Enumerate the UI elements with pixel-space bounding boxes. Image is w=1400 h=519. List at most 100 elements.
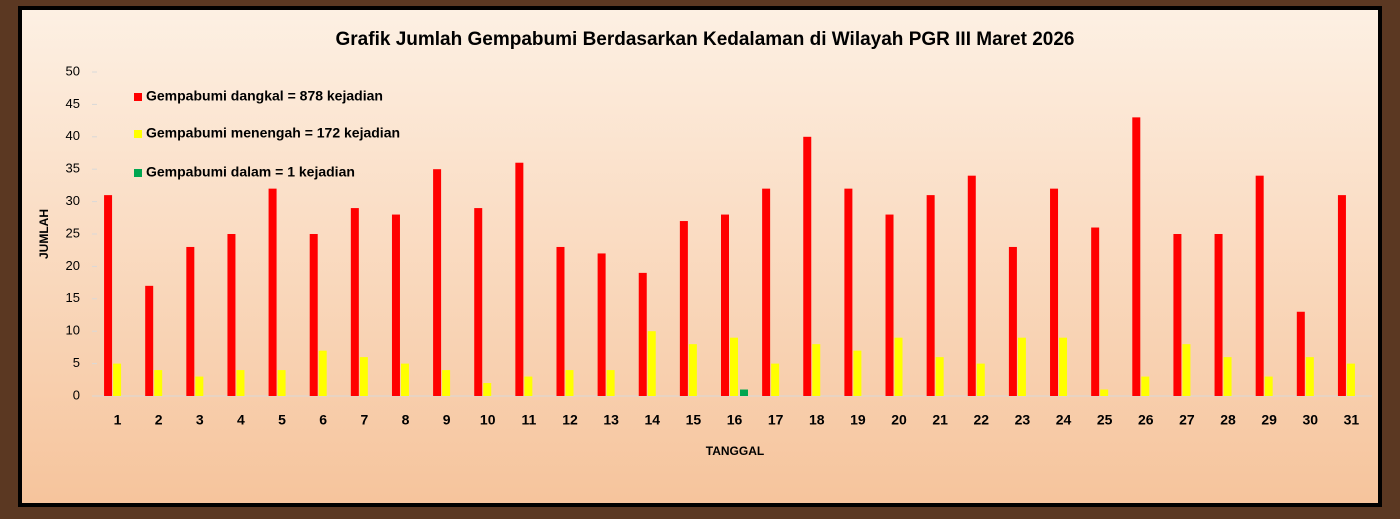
- bar: [350, 208, 359, 396]
- y-axis-label: JUMLAH: [37, 209, 51, 259]
- x-tick-label: 31: [1344, 412, 1360, 428]
- y-tick-label: 50: [66, 63, 80, 78]
- bar: [894, 337, 903, 396]
- x-tick-label: 11: [521, 412, 536, 428]
- bar: [474, 208, 483, 396]
- bar: [597, 253, 606, 396]
- bar: [309, 234, 318, 396]
- bar: [154, 370, 163, 396]
- bar: [1264, 376, 1273, 396]
- y-tick-label: 0: [73, 387, 80, 402]
- bar: [1017, 337, 1026, 396]
- bar: [926, 195, 935, 396]
- x-tick-label: 10: [480, 412, 496, 428]
- bar: [1296, 311, 1305, 396]
- bar: [740, 389, 748, 396]
- bar: [853, 350, 862, 396]
- bar: [803, 136, 812, 397]
- x-tick-label: 19: [850, 412, 866, 428]
- x-tick-label: 26: [1138, 412, 1154, 428]
- bar: [1091, 227, 1100, 396]
- bar: [1214, 234, 1223, 396]
- legend-swatch: [134, 93, 142, 101]
- bar: [113, 363, 122, 396]
- bar: [1050, 188, 1059, 396]
- bar: [1223, 357, 1232, 396]
- x-tick-label: 24: [1056, 412, 1072, 428]
- bar: [318, 350, 327, 396]
- bar: [433, 169, 442, 396]
- x-tick-label: 21: [932, 412, 948, 428]
- bar: [1346, 363, 1355, 396]
- y-tick-label: 20: [66, 258, 80, 273]
- x-tick-label: 13: [603, 412, 619, 428]
- bar: [104, 195, 113, 396]
- x-tick-label: 4: [237, 412, 245, 428]
- x-tick-label: 12: [562, 412, 578, 428]
- bar: [524, 376, 533, 396]
- bar: [638, 272, 647, 396]
- y-tick-label: 45: [66, 96, 80, 111]
- bar: [268, 188, 277, 396]
- bar: [1008, 246, 1017, 396]
- bar: [227, 234, 236, 396]
- x-tick-label: 18: [809, 412, 825, 428]
- legend-label: Gempabumi dangkal = 878 kejadian: [146, 88, 383, 104]
- legend-label: Gempabumi dalam = 1 kejadian: [146, 164, 355, 180]
- x-tick-label: 8: [402, 412, 410, 428]
- bar: [1100, 389, 1109, 396]
- bar: [483, 383, 492, 396]
- x-tick-label: 25: [1097, 412, 1113, 428]
- bar: [1337, 195, 1346, 396]
- x-tick-label: 20: [891, 412, 907, 428]
- bar: [565, 370, 574, 396]
- y-tick-label: 40: [66, 128, 80, 143]
- bar: [771, 363, 780, 396]
- bar: [1305, 357, 1314, 396]
- bar: [1182, 344, 1191, 396]
- x-tick-label: 17: [768, 412, 784, 428]
- bar: [885, 214, 894, 396]
- bar: [721, 214, 729, 396]
- x-tick-label: 3: [196, 412, 204, 428]
- x-tick-label: 15: [686, 412, 702, 428]
- x-tick-label: 23: [1015, 412, 1031, 428]
- bar: [1059, 337, 1068, 396]
- x-tick-label: 2: [155, 412, 163, 428]
- bar: [195, 376, 204, 396]
- bar: [236, 370, 245, 396]
- x-tick-label: 6: [319, 412, 327, 428]
- chart-title: Grafik Jumlah Gempabumi Berdasarkan Keda…: [336, 29, 1075, 50]
- bar: [647, 331, 656, 396]
- bar: [186, 246, 195, 396]
- legend-label: Gempabumi menengah = 172 kejadian: [146, 125, 400, 141]
- bar: [688, 344, 697, 396]
- bar: [967, 175, 976, 396]
- bar: [145, 285, 154, 396]
- y-tick-label: 5: [73, 355, 80, 370]
- bar: [442, 370, 451, 396]
- bar: [935, 357, 944, 396]
- y-tick-label: 15: [66, 290, 80, 305]
- bar: [556, 246, 565, 396]
- bar: [679, 221, 688, 396]
- bar: [1255, 175, 1264, 396]
- bar: [1173, 234, 1182, 396]
- x-axis-label: TANGGAL: [706, 444, 764, 458]
- x-tick-label: 30: [1303, 412, 1319, 428]
- legend-swatch: [134, 130, 142, 138]
- x-tick-label: 27: [1179, 412, 1195, 428]
- bar: [277, 370, 286, 396]
- x-tick-label: 28: [1220, 412, 1236, 428]
- bar: [1132, 117, 1141, 397]
- bar: [844, 188, 853, 396]
- legend-swatch: [134, 169, 142, 177]
- x-tick-label: 14: [644, 412, 660, 428]
- bar: [730, 337, 738, 396]
- x-tick-label: 29: [1261, 412, 1277, 428]
- x-tick-label: 7: [360, 412, 368, 428]
- y-tick-label: 30: [66, 193, 80, 208]
- bar: [762, 188, 771, 396]
